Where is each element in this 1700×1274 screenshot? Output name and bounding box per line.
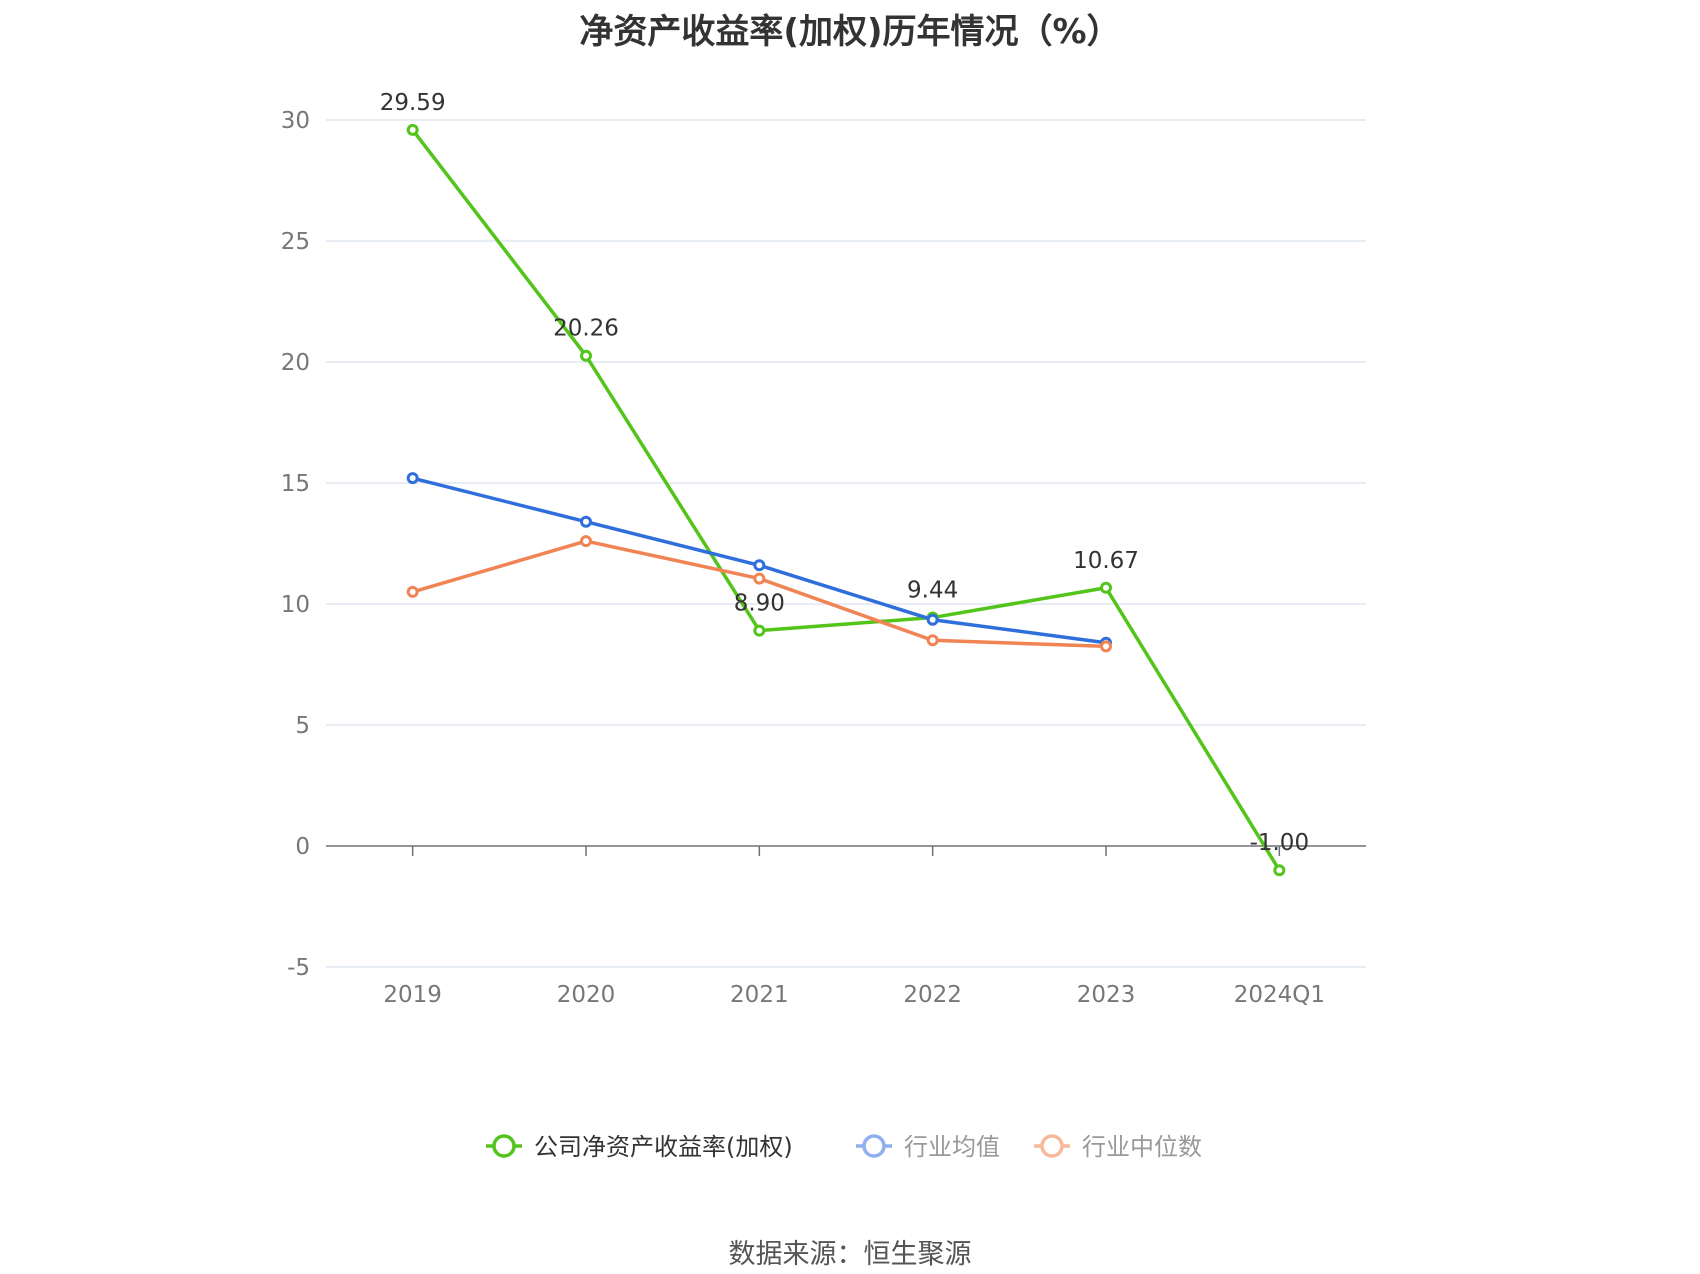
- data-point: [753, 559, 766, 572]
- data-label: 8.90: [734, 591, 785, 617]
- y-tick-label: 5: [295, 713, 310, 739]
- data-point: [753, 572, 766, 585]
- legend-marker: [1040, 1134, 1064, 1158]
- data-label: -1.00: [1250, 830, 1310, 856]
- source-text: 数据来源：恒生聚源: [728, 1239, 972, 1270]
- grid-layer: [326, 119, 1366, 968]
- y-tick-label: 30: [281, 108, 310, 134]
- x-tick-label: 2021: [730, 982, 789, 1008]
- legend-label: 行业均值: [904, 1133, 1000, 1161]
- data-point: [406, 123, 419, 136]
- legend-marker: [492, 1134, 516, 1158]
- label-layer: 29.59 20.26 8.90 9.44 10.67 -1.00: [380, 90, 1309, 856]
- legend-label: 公司净资产收益率(加权): [534, 1133, 793, 1161]
- data-point: [926, 613, 939, 626]
- data-point: [1100, 640, 1112, 653]
- chart-title: 净资产收益率(加权)历年情况（%）: [579, 12, 1121, 52]
- x-tick-label: 2022: [903, 982, 962, 1008]
- legend-marker: [862, 1134, 886, 1158]
- legend: 公司净资产收益率(加权) 行业均值 行业中位数: [486, 1133, 1202, 1161]
- y-tick-label: 25: [281, 229, 310, 255]
- y-tick-label: 15: [281, 471, 310, 497]
- y-tick-label: 10: [281, 592, 310, 618]
- y-tick-label: 20: [281, 350, 310, 376]
- x-tick-label: 2023: [1077, 982, 1136, 1008]
- series-layer: [406, 123, 1286, 877]
- data-point: [406, 585, 419, 598]
- y-tick-label: -5: [287, 955, 310, 981]
- axis-layer: 30 25 20 15 10 5 0 -5 2019 2020 2021 2022 2023 2024Q1: [281, 108, 1366, 1008]
- series-line-0: [411, 128, 1281, 872]
- data-point: [753, 624, 766, 637]
- data-point: [1273, 864, 1286, 877]
- x-tick-label: 2024Q1: [1234, 982, 1325, 1008]
- legend-item-2: 行业中位数: [1034, 1133, 1202, 1161]
- data-label: 9.44: [907, 578, 958, 604]
- legend-item-1: 行业均值: [856, 1133, 1000, 1161]
- x-tick-label: 2020: [557, 982, 616, 1008]
- legend-item-0: 公司净资产收益率(加权): [486, 1133, 793, 1161]
- y-tick-label: 0: [295, 834, 310, 860]
- data-point: [580, 515, 592, 528]
- data-point: [580, 349, 592, 362]
- data-point: [580, 535, 592, 548]
- legend-label: 行业中位数: [1082, 1133, 1202, 1161]
- x-tick-label: 2019: [383, 982, 442, 1008]
- data-label: 20.26: [553, 316, 619, 342]
- data-point: [1100, 581, 1112, 594]
- data-point: [406, 472, 419, 485]
- data-label: 10.67: [1073, 548, 1139, 574]
- data-label: 29.59: [380, 90, 446, 116]
- data-point: [926, 634, 939, 647]
